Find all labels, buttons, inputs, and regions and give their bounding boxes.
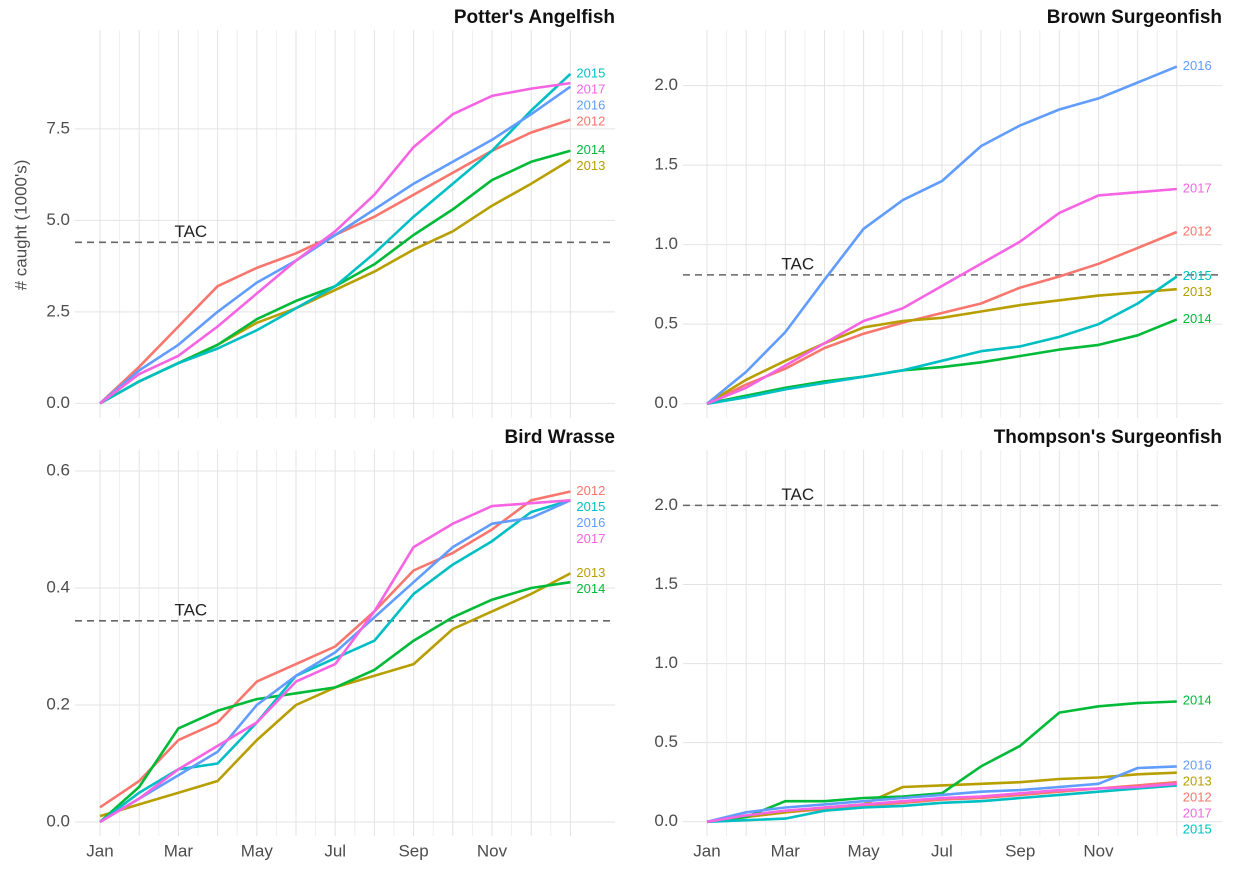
series-label: 2017 — [576, 531, 605, 546]
series-line — [706, 771, 1177, 824]
series-label: 2016 — [1183, 58, 1212, 73]
series-line — [99, 490, 571, 809]
tac-label: TAC — [781, 254, 814, 273]
series-label: 2013 — [1183, 284, 1212, 299]
x-tick-label: Jul — [324, 841, 346, 860]
series-line — [706, 318, 1178, 405]
series-line — [706, 782, 1177, 824]
series-label: 2012 — [1183, 223, 1212, 238]
x-tick-label: Jan — [693, 841, 720, 860]
series-line — [99, 580, 571, 823]
panel-title: Brown Surgeonfish — [1047, 7, 1222, 28]
y-tick-label: 1.0 — [654, 653, 678, 672]
series-label: 2016 — [576, 97, 605, 112]
y-tick-label: 7.5 — [46, 118, 70, 137]
x-tick-label: Nov — [477, 841, 508, 860]
y-tick-label: 0.0 — [46, 811, 70, 830]
y-axis-label: # caught (1000's) — [11, 160, 30, 291]
series-line — [99, 499, 571, 824]
series-label: 2015 — [576, 65, 605, 80]
x-tick-label: Mar — [164, 841, 194, 860]
series-line — [706, 765, 1177, 824]
tac-label: TAC — [174, 222, 207, 241]
series-label: 2015 — [1183, 268, 1212, 283]
series-label: 2014 — [1183, 311, 1212, 326]
panel-title: Bird Wrasse — [504, 427, 615, 448]
series-line — [706, 65, 1178, 405]
x-tick-label: Mar — [771, 841, 801, 860]
series-label: 2016 — [576, 515, 605, 530]
series-line — [99, 85, 572, 405]
series-label: 2013 — [576, 158, 605, 173]
y-tick-label: 2.0 — [654, 495, 678, 514]
y-tick-label: 1.0 — [654, 234, 678, 253]
series-label: 2017 — [1183, 180, 1212, 195]
y-tick-label: 0.5 — [654, 732, 678, 751]
x-tick-label: Nov — [1083, 841, 1114, 860]
series-label: 2014 — [576, 142, 605, 157]
panel-title: Potter's Angelfish — [454, 7, 615, 28]
y-tick-label: 2.0 — [654, 75, 678, 94]
series-label: 2017 — [1183, 805, 1212, 820]
series-label: 2012 — [1183, 789, 1212, 804]
series-line — [99, 499, 571, 824]
y-tick-label: 0.0 — [654, 393, 678, 412]
y-tick-label: 0.2 — [46, 694, 70, 713]
series-label: 2012 — [576, 483, 605, 498]
series-label: 2014 — [576, 581, 605, 596]
series-line — [706, 275, 1178, 405]
series-label: 2012 — [576, 113, 605, 128]
series-line — [99, 81, 571, 405]
y-tick-label: 0.0 — [46, 393, 70, 412]
series-label: 2013 — [576, 565, 605, 580]
series-line — [706, 784, 1177, 824]
series-line — [706, 230, 1178, 405]
series-line — [99, 72, 572, 405]
x-tick-label: Sep — [1005, 841, 1035, 860]
series-label: 2014 — [1183, 693, 1212, 708]
y-tick-label: 0.0 — [654, 811, 678, 830]
tac-label: TAC — [174, 600, 207, 619]
x-tick-label: Jul — [931, 841, 953, 860]
panel-title: Thompson's Surgeonfish — [994, 427, 1222, 448]
y-tick-label: 1.5 — [654, 574, 678, 593]
series-label: 2013 — [1183, 773, 1212, 788]
series-line — [706, 187, 1177, 405]
series-label: 2016 — [1183, 757, 1212, 772]
y-tick-label: 0.4 — [46, 578, 70, 597]
series-line — [706, 700, 1177, 824]
x-tick-label: May — [241, 841, 274, 860]
series-label: 2015 — [576, 499, 605, 514]
x-tick-label: Jan — [86, 841, 113, 860]
y-tick-label: 5.0 — [46, 210, 70, 229]
y-tick-label: 1.5 — [654, 155, 678, 174]
y-tick-label: 0.6 — [46, 461, 70, 480]
y-tick-label: 2.5 — [46, 301, 70, 320]
series-line — [706, 287, 1177, 405]
series-label: 2017 — [576, 81, 605, 96]
series-label: 2015 — [1183, 821, 1212, 836]
x-tick-label: May — [848, 841, 881, 860]
y-tick-label: 0.5 — [654, 314, 678, 333]
x-tick-label: Sep — [398, 841, 428, 860]
tac-label: TAC — [781, 485, 814, 504]
